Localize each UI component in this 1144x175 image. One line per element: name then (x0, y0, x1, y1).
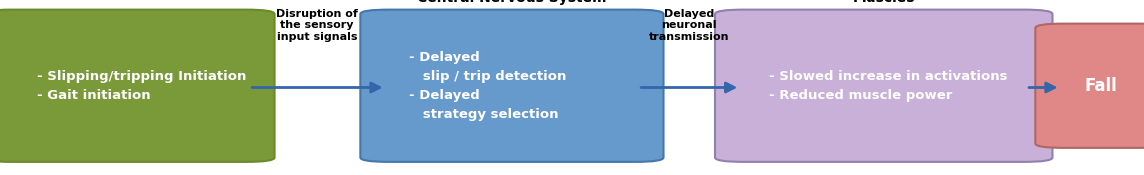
Text: - Slowed increase in activations
- Reduced muscle power: - Slowed increase in activations - Reduc… (769, 70, 1008, 102)
Text: Fall: Fall (1085, 77, 1118, 95)
Text: Delayed
neuronal
transmission: Delayed neuronal transmission (649, 9, 729, 42)
Text: - Slipping/tripping Initiation
- Gait initiation: - Slipping/tripping Initiation - Gait in… (37, 70, 247, 102)
FancyBboxPatch shape (1035, 24, 1144, 148)
FancyBboxPatch shape (715, 10, 1052, 162)
Text: - Delayed
   slip / trip detection
- Delayed
   strategy selection: - Delayed slip / trip detection - Delaye… (410, 51, 566, 121)
FancyBboxPatch shape (0, 10, 275, 162)
Text: Central Nervous System: Central Nervous System (418, 0, 606, 5)
Text: Disruption of
the sensory
input signals: Disruption of the sensory input signals (276, 9, 358, 42)
Text: Muscles: Muscles (852, 0, 915, 5)
FancyBboxPatch shape (360, 10, 664, 162)
